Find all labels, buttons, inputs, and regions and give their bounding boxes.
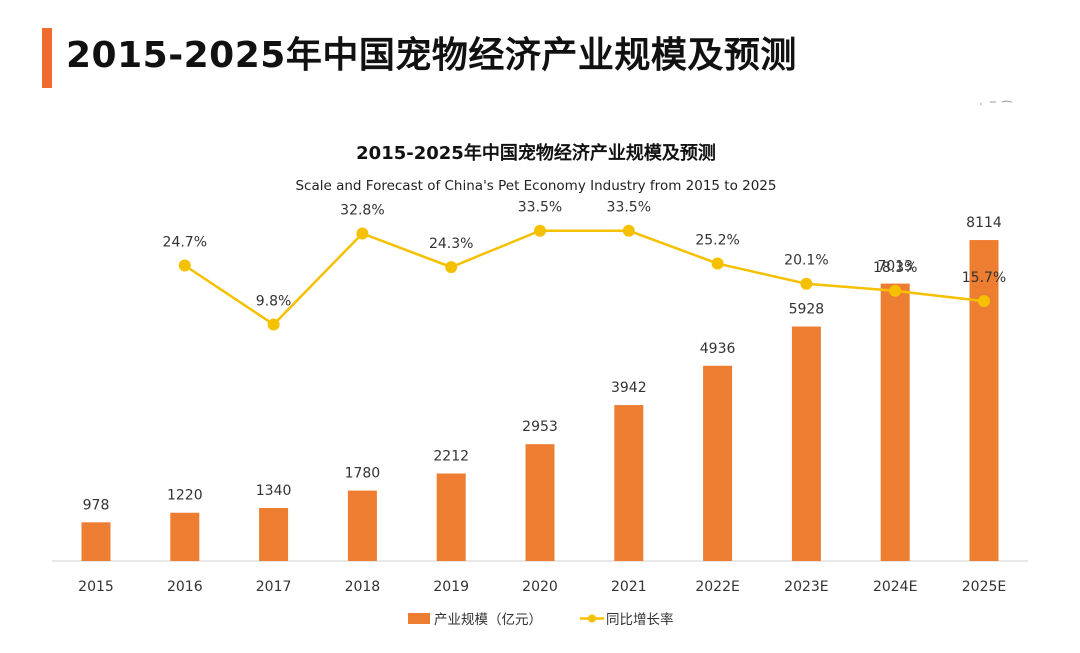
bar-value-label: 2212 — [433, 449, 469, 465]
rate-point-2019 — [445, 261, 458, 274]
x-tick-label: 2018 — [345, 579, 381, 595]
rate-value-label: 20.1% — [784, 253, 828, 269]
legend-bar-swatch — [408, 613, 430, 624]
title-accent-bar — [42, 28, 52, 88]
bar-value-label: 978 — [83, 497, 110, 513]
bar-2025E — [969, 240, 999, 562]
rate-point-2020 — [534, 224, 546, 237]
rate-point-2018 — [356, 227, 369, 240]
bar-2024E — [880, 283, 910, 561]
bar-value-label: 4936 — [700, 341, 736, 357]
rate-value-label: 15.7% — [962, 270, 1006, 286]
rate-value-label: 33.5% — [607, 200, 651, 216]
bar-2020 — [525, 444, 555, 561]
bar-2018 — [347, 490, 377, 561]
rate-point-2025E — [978, 295, 990, 308]
bar-value-label: 2953 — [522, 419, 558, 435]
rate-value-label: 9.8% — [256, 293, 292, 309]
rate-point-2024E — [889, 284, 902, 297]
x-tick-label: 2023E — [784, 579, 828, 595]
bar-2022E — [703, 365, 733, 561]
legend: 产业规模（亿元） 同比增长率 — [408, 611, 674, 628]
rate-point-2021 — [622, 224, 635, 237]
rate-value-label: 18.3% — [873, 260, 917, 276]
x-tick-label: 2015 — [78, 579, 114, 595]
rate-value-label: 33.5% — [518, 200, 562, 216]
rate-point-2016 — [178, 259, 191, 272]
x-tick-label: 2024E — [873, 579, 917, 595]
x-tick-label: 2017 — [256, 579, 292, 595]
rate-value-label: 24.3% — [429, 236, 473, 252]
page-title: 2015-2025年中国宠物经济产业规模及预测 — [66, 35, 797, 76]
bar-2019 — [436, 473, 466, 561]
chart-subtitle: Scale and Forecast of China's Pet Econom… — [295, 178, 776, 194]
chart-title: 2015-2025年中国宠物经济产业规模及预测 — [356, 142, 716, 164]
bar-value-label: 1340 — [256, 483, 292, 499]
legend-line-marker — [588, 614, 596, 623]
corner-decoration-icon — [980, 100, 1013, 105]
growth-rate-line — [184, 229, 985, 327]
bar-value-label: 8114 — [966, 215, 1002, 231]
bar-2016 — [170, 512, 200, 561]
x-tick-label: 2019 — [433, 579, 469, 595]
x-tick-label: 2025E — [962, 579, 1006, 595]
rate-point-2022E — [711, 257, 724, 270]
bar-2021 — [614, 405, 644, 561]
rate-value-label: 24.7% — [163, 235, 207, 251]
bar-2015 — [81, 522, 111, 561]
rate-value-label: 25.2% — [695, 233, 739, 249]
bar-value-label: 7013 — [877, 259, 913, 275]
x-tick-label: 2020 — [522, 579, 558, 595]
x-tick-label: 2016 — [167, 579, 203, 595]
x-tick-label: 2021 — [611, 579, 647, 595]
rate-value-label: 32.8% — [340, 202, 384, 218]
bar-2017 — [259, 507, 289, 561]
bar-value-label: 1780 — [345, 466, 381, 482]
rate-point-2023E — [800, 277, 813, 290]
rate-point-2017 — [267, 318, 280, 331]
bar-value-label: 1220 — [167, 488, 203, 504]
bar-2023E — [791, 326, 821, 561]
legend-bar-label: 产业规模（亿元） — [434, 612, 542, 628]
x-tick-label: 2022E — [695, 579, 739, 595]
legend-line-label: 同比增长率 — [606, 611, 674, 628]
bar-value-label: 5928 — [789, 302, 825, 318]
bar-value-label: 3942 — [611, 380, 647, 396]
